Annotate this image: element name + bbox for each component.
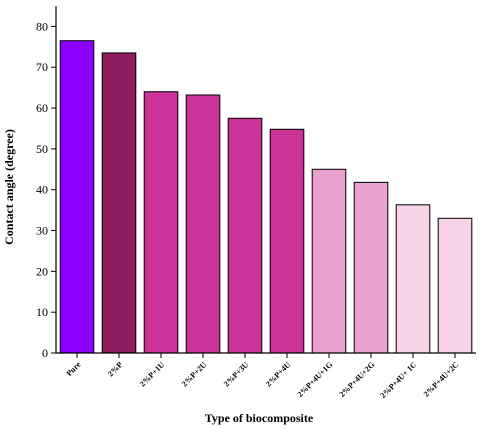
bar-4 (227, 117, 263, 354)
y-tick-label-7: 70 (36, 60, 48, 74)
x-axis: Pure 2%P 2%P+1U 2%P+2U 2%P+3U 2%P+4U 2%P+4U+1G… (56, 352, 476, 400)
x-tick-label-2: 2%P+1U (138, 360, 167, 389)
bar-8 (395, 204, 431, 354)
y-tick-label-8: 80 (36, 19, 48, 33)
x-tick-label-3: 2%P+2U (180, 360, 209, 389)
bar-1 (101, 52, 137, 354)
x-tick-label-1: 2%P (106, 360, 124, 378)
bar-7 (353, 181, 389, 354)
y-tick-label-6: 60 (36, 101, 48, 115)
y-axis-title: Contact angle (degree) (2, 129, 16, 245)
x-tick-label-5: 2%P+4U (264, 360, 293, 389)
x-tick-label-8: 2%P+4U+ 1C (378, 360, 418, 400)
bar-5 (269, 128, 305, 354)
x-tick-label-6: 2%P+4U+1G (296, 360, 335, 399)
x-tick-label-0: Pure (65, 360, 83, 378)
bar-9 (437, 217, 473, 354)
bars-group (59, 40, 473, 354)
x-tick-label-7: 2%P+4U+2G (338, 360, 377, 399)
y-tick-label-3: 30 (36, 224, 48, 238)
bar-2 (143, 91, 179, 354)
y-tick-label-2: 20 (36, 264, 48, 278)
x-axis-title: Type of biocomposite (205, 411, 314, 425)
y-tick-label-0: 0 (42, 346, 48, 360)
y-tick-label-1: 10 (36, 305, 48, 319)
y-axis: 0 10 20 30 40 50 60 70 80 (36, 6, 57, 360)
y-tick-label-5: 50 (36, 142, 48, 156)
y-tick-label-4: 40 (36, 183, 48, 197)
x-tick-label-4: 2%P+3U (222, 360, 251, 389)
bar-6 (311, 168, 347, 354)
x-tick-label-9: 2%P+4U+2C (422, 360, 461, 399)
bar-0 (59, 40, 95, 354)
bar-3 (185, 94, 221, 354)
